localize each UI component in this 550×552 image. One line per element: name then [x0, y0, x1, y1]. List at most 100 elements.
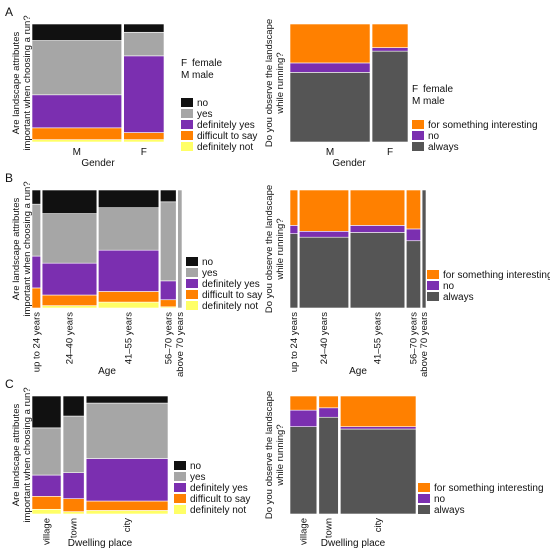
mosaic-tile: [41, 189, 98, 214]
mosaic-tile: [349, 189, 406, 226]
mosaic-panel: [31, 395, 186, 515]
mosaic-tile: [31, 189, 41, 205]
x-axis-title: Age: [349, 366, 367, 377]
y-axis-title: Do you observe the landscape: [264, 19, 275, 147]
mosaic-tile: [318, 395, 339, 409]
mosaic-tile: [160, 201, 177, 282]
mosaic-tile: [177, 189, 183, 309]
x-axis-title: Gender: [332, 158, 366, 169]
mosaic-tile: [41, 213, 98, 264]
mosaic-tile: [98, 249, 160, 292]
tick-label: city: [122, 518, 133, 533]
tick-label: F: [141, 147, 147, 158]
x-axis-title: Dwelling place: [321, 538, 386, 549]
mosaic-panel: [31, 23, 193, 151]
panel-letter: B: [5, 171, 13, 185]
legend-swatch: [174, 461, 186, 470]
mosaic-tile: [405, 240, 421, 309]
legend-swatch: [174, 494, 186, 503]
y-axis-title: Do you observe the landscape: [264, 391, 275, 519]
tick-label: 24–40 years: [319, 312, 330, 365]
mosaic-tile: [98, 189, 160, 209]
legend-swatch: [427, 281, 439, 290]
mosaic-tile: [123, 139, 165, 143]
mosaic-tile: [31, 474, 62, 497]
legend-swatch: [181, 131, 193, 140]
mosaic-tile: [289, 23, 371, 64]
mosaic-tile: [31, 395, 62, 429]
legend-label: no: [190, 461, 202, 472]
x-axis-title: Gender: [81, 158, 115, 169]
mosaic-tile: [318, 407, 339, 418]
legend-label: definitely yes: [190, 483, 248, 494]
legend-swatch: [427, 292, 439, 301]
mosaic-tile: [371, 50, 409, 143]
mosaic-tile: [340, 395, 417, 427]
x-axis-title: Age: [98, 366, 116, 377]
mosaic-tile: [41, 305, 98, 309]
tick-label: 41–55 years: [373, 312, 384, 365]
legend-label: definitely not: [197, 142, 253, 153]
tick-label: village: [42, 518, 53, 545]
tick-label: M: [326, 147, 334, 158]
mosaic-tile: [123, 132, 165, 140]
mosaic-tile: [289, 409, 318, 427]
legend-label: always: [428, 142, 459, 153]
legend-swatch: [186, 257, 198, 266]
mosaic-tile: [289, 395, 318, 411]
mosaic-tile: [98, 291, 160, 303]
y-axis-title: Are landscape attributes: [11, 404, 22, 507]
legend-swatch: [174, 483, 186, 492]
mosaic-tile: [31, 127, 122, 140]
mosaic-tile: [85, 458, 169, 502]
mosaic-tile: [62, 498, 85, 512]
legend-label: no: [197, 98, 209, 109]
tick-label: village: [298, 518, 309, 545]
legend-label: definitely yes: [202, 279, 260, 290]
mosaic-tile: [98, 207, 160, 251]
mosaic-tile: [31, 255, 41, 289]
mosaic-tile: [31, 495, 62, 510]
y-axis-title: while running?: [275, 218, 286, 280]
legend-swatch: [181, 109, 193, 118]
mosaic-tile: [123, 31, 165, 57]
abbrev-label: male: [192, 70, 214, 81]
legend-label: definitely not: [202, 301, 258, 312]
tick-label: F: [387, 147, 393, 158]
mosaic-tile: [85, 395, 169, 404]
legend-swatch: [174, 505, 186, 514]
mosaic-tile: [289, 62, 371, 73]
legend-swatch: [418, 483, 430, 492]
legend-label: always: [434, 505, 465, 516]
mosaic-tile: [371, 47, 409, 52]
legend-label: no: [443, 281, 455, 292]
legend-swatch: [174, 472, 186, 481]
legend-label: yes: [197, 109, 213, 120]
tick-label: above 70 years: [419, 312, 430, 377]
mosaic-tile: [85, 402, 169, 459]
mosaic-tile: [298, 231, 349, 238]
mosaic-tile: [123, 23, 165, 33]
legend-swatch: [418, 505, 430, 514]
tick-label: 56–70 years: [408, 312, 419, 365]
y-axis-title: important when choosing a run?: [22, 387, 33, 522]
legend-label: difficult to say: [197, 131, 257, 142]
mosaic-tile: [289, 72, 371, 143]
tick-label: up to 24 years: [31, 312, 42, 372]
tick-label: 41–55 years: [124, 312, 135, 365]
mosaic-tile: [123, 55, 165, 133]
legend-label: no: [428, 131, 440, 142]
mosaic-tile: [85, 510, 169, 515]
legend-swatch: [186, 279, 198, 288]
mosaic-tile: [340, 428, 417, 515]
abbrev-key: F: [181, 58, 187, 69]
mosaic-tile: [31, 139, 122, 143]
mosaic-tile: [62, 472, 85, 499]
mosaic-tile: [41, 294, 98, 306]
mosaic-panel: [31, 189, 198, 310]
mosaic-tile: [62, 511, 85, 515]
legend-swatch: [427, 270, 439, 279]
legend-label: for something interesting: [443, 270, 550, 281]
tick-label: city: [373, 518, 384, 533]
legend-swatch: [186, 268, 198, 277]
